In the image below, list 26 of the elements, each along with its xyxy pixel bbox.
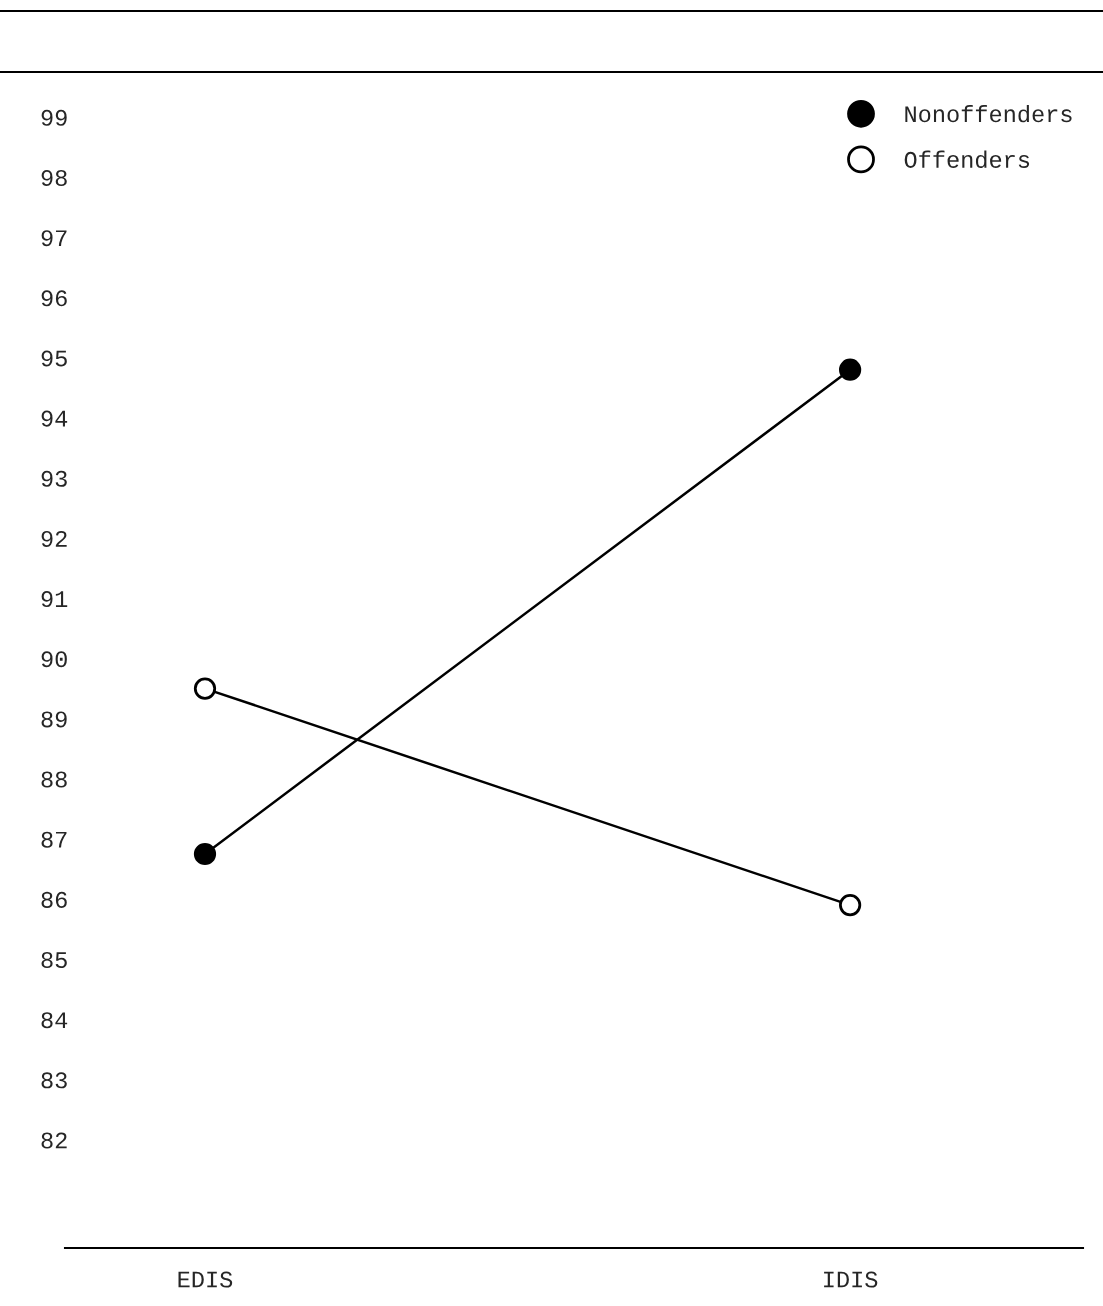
y-tick-label: 83	[41, 1072, 67, 1089]
y-tick-label: 88	[41, 771, 67, 788]
y-tick-label: 95	[41, 350, 67, 367]
y-tick-label: 86	[41, 891, 67, 908]
legend-label: Nonoffenders	[905, 104, 1072, 123]
y-tick-label: 90	[41, 651, 67, 668]
legend-label: Offenders	[904, 150, 1030, 168]
point	[839, 894, 862, 917]
y-tick-label: 92	[41, 530, 67, 547]
y-tick-label: 98	[41, 170, 67, 187]
y-tick-label: 91	[41, 591, 68, 608]
y-tick-label: 89	[41, 711, 67, 728]
y-tick-label: 93	[41, 470, 67, 487]
point	[193, 677, 217, 700]
y-tick-label: 99	[41, 109, 67, 126]
x-tick-label: IDIS	[824, 1271, 878, 1288]
y-tick-label: 84	[41, 1012, 68, 1029]
x-tick-label: EDIS	[178, 1271, 233, 1288]
y-tick-label: 96	[41, 290, 67, 307]
y-tick-label: 85	[41, 952, 67, 969]
y-tick-label: 87	[41, 831, 67, 848]
y-tick-label: 82	[41, 1132, 67, 1149]
y-tick-label: 94	[41, 410, 68, 427]
point	[193, 842, 217, 866]
point	[839, 358, 862, 381]
y-tick-label: 97	[41, 230, 67, 247]
